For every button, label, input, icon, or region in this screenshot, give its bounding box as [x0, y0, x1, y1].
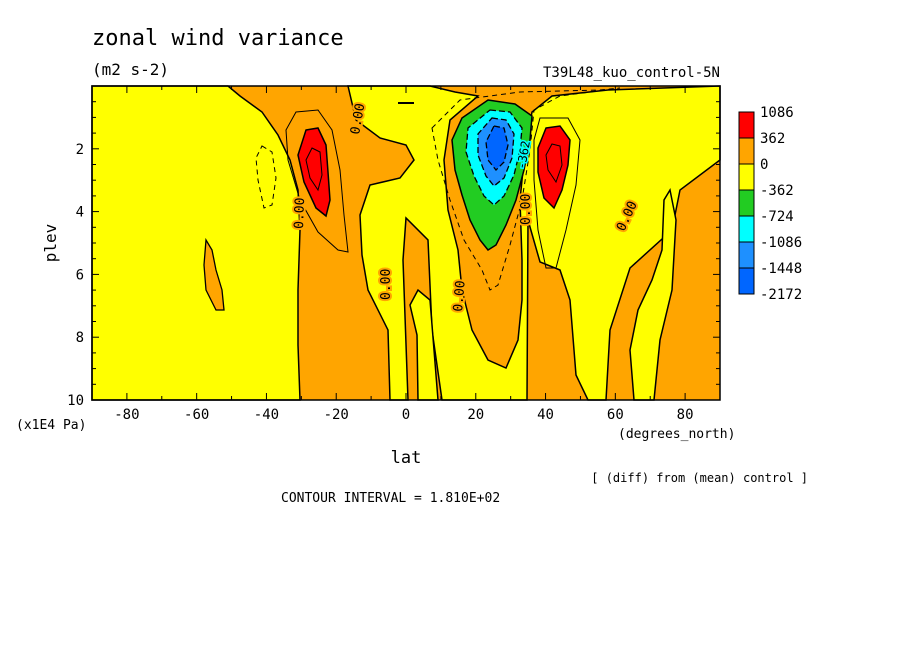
contour-west-outer — [285, 109, 349, 253]
region-yellow-west — [91, 85, 301, 401]
legend-label: -1086 — [760, 235, 802, 251]
x-tick-label: 0 — [402, 407, 410, 423]
y-axis-label: plev — [41, 224, 60, 263]
contour-label: -362 — [514, 140, 533, 171]
x-tick-labels: -80 -60 -40 -20 0 20 40 60 80 — [114, 407, 693, 423]
chart-units: (m2 s-2) — [92, 60, 169, 79]
region-yellow-south — [409, 288, 439, 401]
x-tick-label: 40 — [537, 407, 554, 423]
legend-swatch — [738, 111, 755, 139]
legend-label: -2172 — [760, 287, 802, 303]
chart-subtitle: T39L48_kuo_control-5N — [543, 65, 720, 81]
x-tick-label: -80 — [114, 407, 139, 423]
yellow-regions — [91, 85, 721, 401]
legend-swatch — [738, 137, 755, 165]
y-tick-label: 6 — [76, 267, 84, 283]
contour-label: 0.00 — [379, 269, 394, 300]
region-red-west — [297, 127, 331, 218]
legend-swatch — [738, 215, 755, 243]
legend-swatch — [738, 267, 755, 295]
y-tick-label: 10 — [67, 393, 84, 409]
legend-label: -724 — [760, 209, 794, 225]
region-blue — [485, 125, 509, 171]
legend-swatch — [738, 189, 755, 217]
y-axis-units: (x1E4 Pa) — [16, 418, 86, 433]
x-axis-label: lat — [391, 448, 422, 468]
legend-label: 362 — [760, 131, 785, 147]
x-tick-label: -60 — [184, 407, 209, 423]
axis-ticks — [91, 86, 721, 401]
region-yellow-central — [347, 85, 721, 401]
negative-contours — [255, 87, 621, 291]
legend-swatch — [738, 163, 755, 191]
contour-label: 0.00 — [451, 280, 469, 313]
legend-label: 0 — [760, 157, 768, 173]
contour-label: 0.00 — [519, 194, 534, 225]
y-tick-labels: 2 4 6 8 10 — [67, 142, 84, 409]
region-red-east — [537, 125, 571, 210]
contour-label: 0.00 — [292, 197, 308, 229]
y-tick-label: 8 — [76, 330, 84, 346]
contour-west-negative — [255, 145, 277, 209]
x-tick-label: 80 — [677, 407, 694, 423]
chart-title: zonal wind variance — [92, 26, 344, 51]
x-axis-units: (degrees_north) — [618, 427, 735, 442]
legend-swatch — [738, 241, 755, 269]
contour-interval: CONTOUR INTERVAL = 1.810E+02 — [281, 491, 500, 506]
diff-note: [ (diff) from (mean) control ] — [591, 471, 808, 485]
x-tick-label: 20 — [467, 407, 484, 423]
legend: 1086 362 0 -362 -724 -1086 -1448 -2172 — [738, 105, 802, 303]
legend-label: -1448 — [760, 261, 802, 277]
x-tick-label: 60 — [607, 407, 624, 423]
positive-contours — [285, 109, 581, 269]
x-tick-label: -40 — [254, 407, 279, 423]
region-yellow-east-tail — [629, 187, 677, 401]
region-orange-west-patch — [203, 237, 225, 311]
plot-area: 0.00 0.00 0.00 0.00 0.00 0.00 -362 -80 -6… — [67, 85, 721, 423]
y-tick-label: 2 — [76, 142, 84, 158]
contour-negative-outer — [431, 87, 621, 291]
contour-east-outer — [533, 117, 581, 269]
legend-label: -362 — [760, 183, 794, 199]
legend-label: 1086 — [760, 105, 794, 121]
x-tick-label: -20 — [324, 407, 349, 423]
contour-west-inner — [305, 147, 323, 192]
contour-east-inner — [545, 143, 563, 184]
y-tick-label: 4 — [76, 205, 84, 221]
